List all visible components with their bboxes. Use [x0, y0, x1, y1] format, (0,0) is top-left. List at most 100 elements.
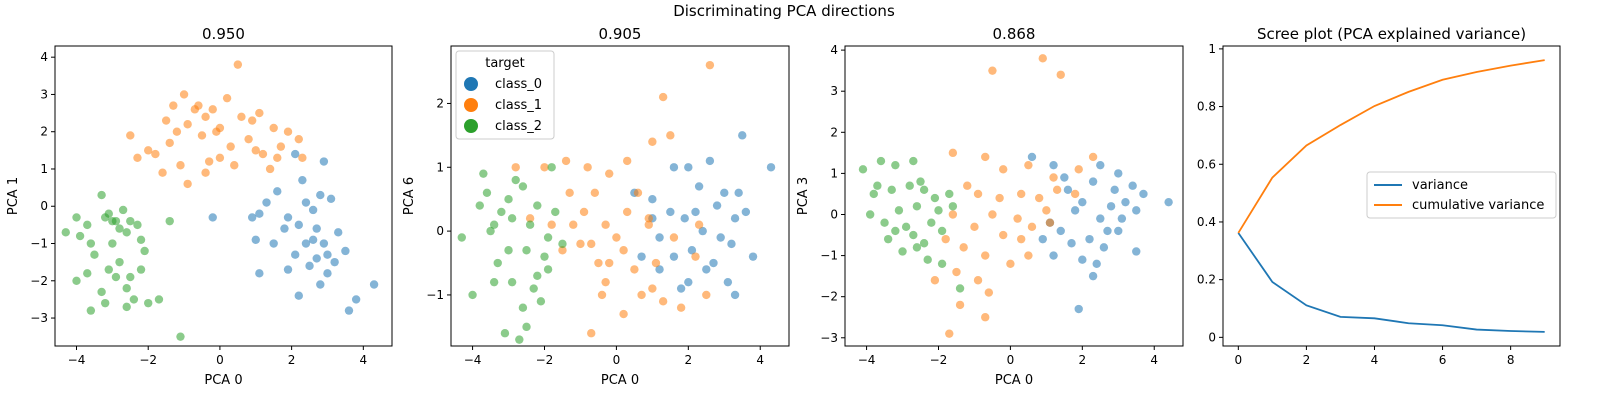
scatter-point — [1074, 304, 1083, 314]
scatter-point — [669, 252, 679, 261]
scatter-point — [83, 269, 92, 278]
scatter-point — [730, 214, 740, 223]
scatter-point — [873, 181, 882, 190]
scatter-point — [543, 233, 553, 242]
scatter-point — [90, 250, 99, 259]
scatter-point — [197, 131, 207, 140]
scatter-point — [351, 295, 361, 304]
legend-label: variance — [1412, 178, 1468, 193]
scatter-point — [666, 131, 675, 140]
scatter-point — [172, 127, 182, 136]
x-axis-label: PCA 0 — [995, 373, 1033, 388]
scatter-point — [858, 165, 868, 174]
x-tick-label: 2 — [288, 353, 296, 367]
scatter-point — [988, 66, 997, 75]
scatter-point — [1070, 206, 1080, 215]
scatter-point — [1067, 239, 1076, 248]
scatter-point — [255, 269, 264, 278]
y-tick-label: 0.4 — [1197, 215, 1216, 229]
subplot-3: 0.868 −4 −2 0 2 4 −3 −2 −1 0 1 2 3 4 PCA 0 PCA 3 — [796, 25, 1184, 388]
scatter-point — [1052, 185, 1062, 195]
scatter-point — [1128, 181, 1137, 190]
scatter-point — [183, 179, 192, 189]
scatter-point — [945, 189, 954, 199]
scatter-point — [963, 181, 972, 190]
scatter-point — [75, 231, 85, 241]
scatter-point — [543, 265, 553, 274]
x-tick-label: −4 — [858, 353, 876, 367]
scatter-point — [144, 146, 153, 155]
scatter-point — [561, 156, 571, 166]
axes-frame — [54, 45, 393, 347]
scatter-point — [919, 239, 929, 248]
scatter-point — [702, 290, 711, 300]
scatter-point — [507, 214, 517, 223]
scatter-point — [698, 226, 707, 236]
scatter-point — [518, 303, 528, 312]
scatter-point — [684, 277, 693, 287]
legend: variance cumulative variance — [1366, 171, 1557, 219]
x-tick-label: 0 — [1007, 353, 1015, 367]
scatter-point — [734, 188, 743, 198]
series-class_1 — [511, 60, 715, 338]
scatter-point — [294, 134, 303, 144]
scatter-point — [1070, 189, 1080, 199]
legend: target class_0 class_1 class_2 — [455, 50, 555, 140]
scatter-point — [923, 255, 932, 264]
scatter-point — [136, 235, 146, 244]
scatter-point — [83, 220, 92, 230]
scatter-point — [489, 220, 499, 229]
scatter-point — [644, 220, 653, 229]
scatter-point — [648, 137, 657, 146]
series-class_0 — [630, 131, 776, 300]
scatter-point — [269, 123, 278, 133]
scatter-point — [1049, 251, 1058, 260]
y-tick-label: −3 — [820, 331, 838, 345]
y-tick-label: 0.6 — [1197, 157, 1216, 171]
scatter-point — [344, 306, 354, 315]
scatter-point — [727, 239, 736, 249]
series-class_1 — [930, 54, 1098, 338]
scatter-point — [194, 101, 203, 110]
scatter-point — [500, 329, 510, 338]
scatter-point — [536, 297, 546, 306]
scatter-point — [126, 272, 135, 282]
y-tick-label: −2 — [30, 274, 48, 288]
scatter-point — [766, 163, 776, 172]
scatter-point — [741, 207, 751, 217]
scatter-point — [1164, 197, 1173, 207]
series-class_1 — [126, 60, 307, 189]
scatter-point — [937, 226, 947, 236]
scatter-point — [1038, 234, 1047, 244]
scatter-point — [995, 193, 1004, 203]
scatter-point — [905, 181, 914, 190]
scatter-point — [233, 60, 243, 69]
scatter-point — [891, 226, 900, 236]
x-tick-label: 4 — [756, 353, 764, 367]
legend-label: class_2 — [495, 119, 542, 134]
scatter-point — [493, 258, 502, 268]
scatter-point — [612, 233, 621, 242]
legend-box — [455, 50, 555, 140]
scatter-point — [984, 288, 994, 297]
scatter-point — [280, 224, 289, 233]
y-tick-label: 3 — [40, 87, 48, 101]
subplot-title: 0.905 — [599, 25, 642, 43]
scatter-point — [934, 206, 943, 215]
scatter-point — [1106, 202, 1116, 211]
scatter-point — [61, 228, 70, 237]
subplot-title: 0.950 — [202, 25, 245, 43]
scatter-point — [687, 246, 697, 255]
scatter-point — [1132, 206, 1141, 215]
scatter-point — [72, 276, 81, 285]
scatter-point — [204, 157, 214, 166]
scatter-point — [316, 190, 325, 200]
scatter-point — [952, 267, 961, 277]
y-tick-label: 0 — [40, 199, 48, 213]
scatter-point — [948, 210, 958, 219]
legend-box — [1366, 171, 1557, 219]
scatter-point — [312, 254, 321, 263]
scatter-point — [140, 246, 149, 256]
series-class_0 — [208, 149, 379, 315]
subplot-4: Scree plot (PCA explained variance) 0 2 4 6 8… — [1197, 25, 1561, 367]
